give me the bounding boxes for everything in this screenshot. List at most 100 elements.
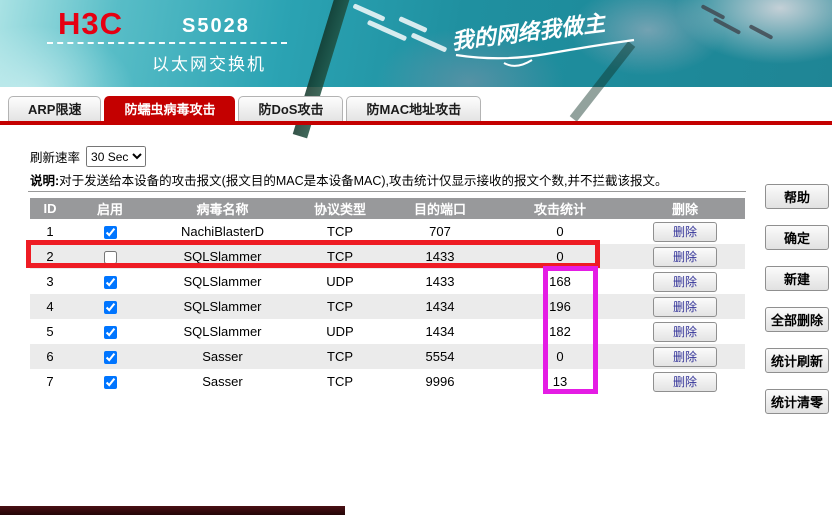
slogan-underline [455,38,635,60]
table-row: 7 Sasser TCP 9996 13 删除 [30,369,745,394]
banner-subtitle: 以太网交换机 [152,55,266,74]
row-virus-cell: NachiBlasterD [180,224,265,239]
stats-clear-button[interactable]: 统计清零 [765,389,829,414]
row-delete-cell: 删除 [625,219,745,244]
row-protocol-cell: UDP [326,324,354,339]
delete-row-button[interactable]: 删除 [653,296,717,317]
virus-table: ID 启用 病毒名称 协议类型 目的端口 攻击统计 删除 1 NachiBlas… [30,198,745,394]
row-enable-cell [70,244,150,269]
create-button[interactable]: 新建 [765,266,829,291]
tab-underline-bar [0,121,832,125]
row-count-cell: 182 [549,324,571,339]
row-port-cell: 1434 [425,299,455,314]
row-id-cell: 5 [46,324,54,339]
table-header-row: ID 启用 病毒名称 协议类型 目的端口 攻击统计 删除 [30,198,745,219]
table-row: 1 NachiBlasterD TCP 707 0 删除 [30,219,745,244]
delete-row-button[interactable]: 删除 [653,321,717,342]
row-delete-cell: 删除 [625,294,745,319]
plug-graphic [366,19,408,42]
tab-anti-dos[interactable]: 防DoS攻击 [238,96,344,122]
row-virus-cell: SQLSlammer [183,249,262,264]
delete-all-button[interactable]: 全部删除 [765,307,829,332]
row-protocol-cell: TCP [327,299,353,314]
col-header-delete: 删除 [625,198,745,219]
row-port-cell: 5554 [425,349,455,364]
row-delete-cell: 删除 [625,369,745,394]
col-header-protocol: 协议类型 [295,198,385,219]
dashed-divider [47,42,287,44]
row-delete-cell: 删除 [625,319,745,344]
row-virus-cell: Sasser [202,349,243,364]
row-protocol-cell: TCP [327,224,353,239]
row-protocol-cell: TCP [327,249,353,264]
row-enable-cell [70,319,150,344]
row-enable-cell [70,344,150,369]
plug-graphic [398,16,428,33]
tab-bar: ARP限速 防蠕虫病毒攻击 防DoS攻击 防MAC地址攻击 [8,96,482,122]
row-enable-cell [70,269,150,294]
plug-graphic [410,32,448,53]
row-id-cell: 4 [46,299,54,314]
slogan-flourish [503,59,533,67]
note-line: 说明:对于发送给本设备的攻击报文(报文目的MAC是本设备MAC),攻击统计仅显示… [30,170,690,189]
header-banner: H3C S5028 以太网交换机 我的网络我做主 [0,0,832,139]
row-id-cell: 7 [46,374,54,389]
delete-row-button[interactable]: 删除 [653,221,717,242]
row-port-cell: 9996 [425,374,455,389]
row-virus-cell: SQLSlammer [183,324,262,339]
note-text: 对于发送给本设备的攻击报文(报文目的MAC是本设备MAC),攻击统计仅显示接收的… [59,174,668,188]
confirm-button[interactable]: 确定 [765,225,829,250]
refresh-rate-select[interactable]: 30 Sec [86,146,147,167]
help-button[interactable]: 帮助 [765,184,829,209]
row-delete-cell: 删除 [625,269,745,294]
row-count-cell: 0 [556,224,564,239]
row-count-cell: 196 [549,299,571,314]
table-row: 4 SQLSlammer TCP 1434 196 删除 [30,294,745,319]
h3c-logo: H3C [58,6,124,41]
section-divider [28,191,746,192]
refresh-rate-label: 刷新速率 [30,151,81,165]
row-virus-cell: SQLSlammer [183,274,262,289]
enable-checkbox[interactable] [103,276,117,290]
keyboard-graphic [712,17,742,35]
enable-checkbox[interactable] [103,351,117,365]
row-port-cell: 1433 [425,274,455,289]
banner-slogan: 我的网络我做主 [446,8,641,68]
tab-arp-rate-limit[interactable]: ARP限速 [8,96,102,122]
col-header-virus: 病毒名称 [150,198,295,219]
row-id-cell: 1 [46,224,54,239]
row-virus-cell: SQLSlammer [183,299,262,314]
refresh-rate-row: 刷新速率 30 Sec [30,146,147,167]
row-port-cell: 1434 [425,324,455,339]
virus-table-body: 1 NachiBlasterD TCP 707 0 删除 2 SQLSlamme… [30,219,745,394]
col-header-port: 目的端口 [385,198,495,219]
enable-checkbox[interactable] [103,376,117,390]
delete-row-button[interactable]: 删除 [653,246,717,267]
row-id-cell: 6 [46,349,54,364]
row-protocol-cell: UDP [326,274,354,289]
table-row: 6 Sasser TCP 5554 0 删除 [30,344,745,369]
delete-row-button[interactable]: 删除 [653,371,717,392]
keyboard-graphic [748,24,774,40]
tab-anti-mac[interactable]: 防MAC地址攻击 [346,96,482,122]
enable-checkbox[interactable] [103,226,117,240]
delete-row-button[interactable]: 删除 [653,271,717,292]
enable-checkbox[interactable] [103,251,117,265]
table-row: 2 SQLSlammer TCP 1433 0 删除 [30,244,745,269]
row-count-cell: 13 [552,374,568,389]
row-delete-cell: 删除 [625,244,745,269]
col-header-enable: 启用 [70,198,150,219]
model-label: S5028 [182,15,250,37]
row-count-cell: 0 [556,349,564,364]
row-count-cell: 168 [549,274,571,289]
table-row: 3 SQLSlammer UDP 1433 168 删除 [30,269,745,294]
tab-anti-worm-virus[interactable]: 防蠕虫病毒攻击 [104,96,236,122]
row-enable-cell [70,369,150,394]
row-delete-cell: 删除 [625,344,745,369]
delete-row-button[interactable]: 删除 [653,346,717,367]
stats-refresh-button[interactable]: 统计刷新 [765,348,829,373]
row-enable-cell [70,219,150,244]
enable-checkbox[interactable] [103,301,117,315]
enable-checkbox[interactable] [103,326,117,340]
